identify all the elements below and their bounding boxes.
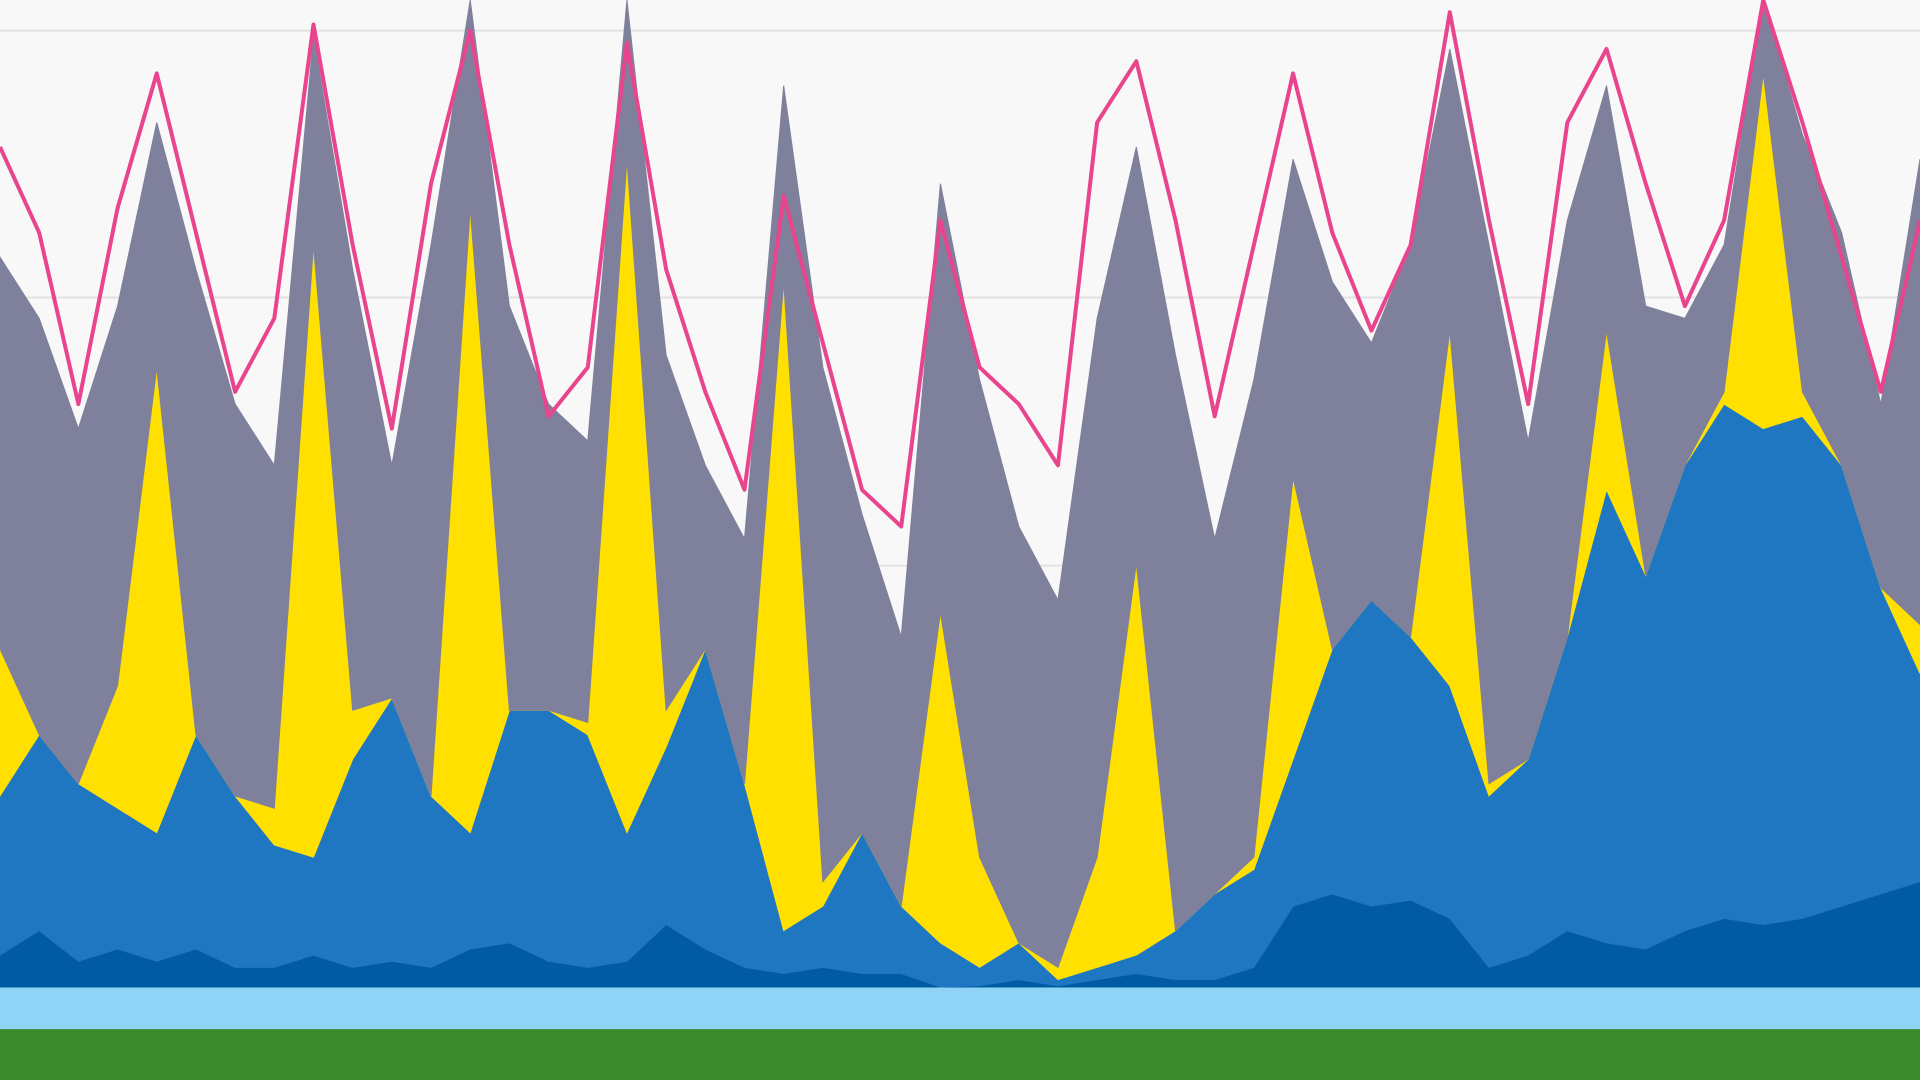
line	[0, 0, 1920, 529]
area	[0, 0, 1920, 969]
area	[0, 1028, 1920, 1080]
area	[0, 986, 1920, 1030]
lines	[0, 0, 1920, 529]
